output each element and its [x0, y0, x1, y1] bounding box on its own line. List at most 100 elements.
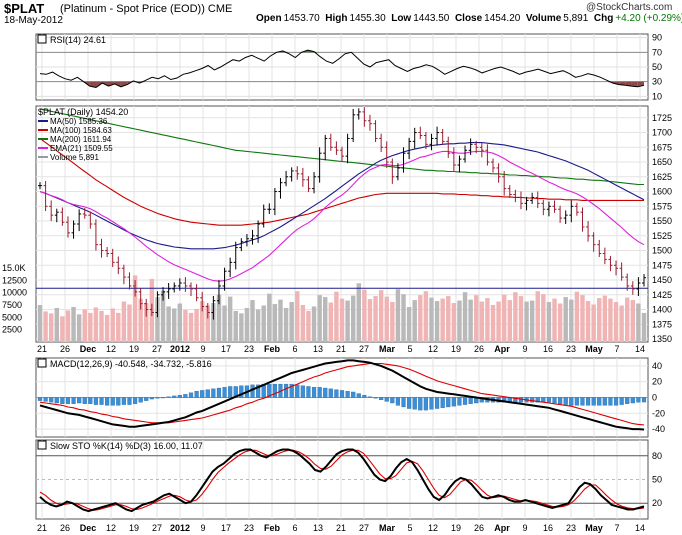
price-ytick-label: 1600 [652, 187, 672, 197]
x-tick-label: 26 [60, 523, 70, 533]
volume-label: Volume [525, 13, 562, 24]
volume-bar [636, 303, 641, 342]
volume-bar [440, 298, 445, 342]
price-ytick-label: 1400 [652, 305, 672, 315]
volume-bar [37, 305, 43, 342]
macd-histogram-bar [306, 386, 311, 398]
volume-bar [227, 296, 233, 342]
macd-histogram-bar [93, 397, 99, 405]
volume-bar [239, 313, 244, 342]
macd-histogram-bar [99, 397, 104, 405]
macd-histogram-bar [630, 397, 635, 404]
macd-histogram-bar [166, 396, 171, 398]
macd-histogram-bar [367, 396, 373, 398]
volume-bar [172, 308, 177, 342]
x-tick-label: 27 [359, 523, 369, 533]
high-value: 1455.30 [349, 13, 386, 24]
macd-histogram-bar [384, 397, 389, 402]
volume-bar [384, 296, 389, 342]
x-tick-label: 6 [292, 344, 297, 354]
price-ytick-label: 1550 [652, 216, 672, 226]
volume-bar [199, 301, 205, 342]
volume-bar [474, 295, 479, 342]
volume-bar [406, 306, 412, 342]
rsi-ytick-label: 30 [652, 77, 662, 87]
macd-histogram-bar [105, 397, 110, 406]
price-stats: Open 1453.70 High 1455.30 Low 1443.50 Close… [256, 13, 682, 24]
x-tick-label: 2012 [170, 523, 190, 533]
rsi-overbought-fill [313, 51, 321, 53]
rsi-legend-box [37, 34, 47, 44]
volume-top-label: 15.0K [2, 263, 26, 273]
volume-bar [362, 289, 367, 342]
macd-histogram-bar [311, 387, 317, 398]
volume-bar [412, 300, 417, 342]
x-tick-label: 5 [407, 523, 412, 533]
macd-histogram-bar [580, 397, 585, 406]
x-tick-label: 14 [635, 344, 645, 354]
macd-histogram-bar [54, 397, 59, 404]
macd-histogram-bar [585, 397, 591, 406]
macd-histogram-bar [155, 397, 160, 399]
macd-histogram-bar [619, 397, 624, 405]
volume-bar [479, 301, 485, 342]
volume-bar [216, 294, 222, 342]
macd-histogram-bar [121, 397, 126, 405]
macd-histogram-bar [462, 397, 468, 405]
x-tick-label: 12 [428, 523, 438, 533]
macd-histogram-bar [183, 394, 188, 398]
x-tick-label: Mar [379, 523, 396, 533]
macd-histogram-bar [110, 397, 115, 406]
sto-title: Slow STO %K(14) %D(3) 16.00, 11.07 [50, 441, 203, 451]
volume-bar [300, 305, 306, 342]
x-tick-label: Apr [494, 344, 510, 354]
x-tick-label: 21 [336, 344, 346, 354]
macd-histogram-bar [362, 394, 367, 398]
macd-histogram-bar [239, 385, 244, 398]
x-tick-label: 19 [129, 523, 139, 533]
volume-bar [311, 306, 317, 342]
macd-line [39, 359, 645, 431]
x-tick-label: 27 [359, 344, 369, 354]
macd-histogram-bar [451, 397, 456, 407]
macd-histogram-bar [574, 397, 579, 406]
ema21-line [39, 150, 645, 282]
macd-histogram-bar [423, 397, 428, 411]
volume-bar [222, 305, 227, 342]
x-tick-label: May [585, 523, 603, 533]
x-tick-label: 13 [313, 523, 323, 533]
macd-histogram-bar [222, 387, 227, 398]
macd-histogram-bar [563, 397, 568, 405]
volume-bar [183, 309, 188, 342]
chart-date: 18-May-2012 [4, 15, 63, 26]
volume-bar [490, 305, 496, 342]
price-ytick-label: 1500 [652, 246, 672, 256]
volume-bar [76, 314, 82, 342]
volume-bar [563, 297, 568, 342]
macd-legend-box [37, 358, 47, 368]
legend-entry: MA(50) 1585.36 [50, 117, 108, 126]
macd-histogram-bar [71, 397, 76, 404]
volume-bar [233, 310, 238, 342]
volume-bar [272, 304, 278, 342]
x-tick-label: 21 [37, 523, 47, 533]
x-tick-label: 21 [336, 523, 346, 533]
volume-bar [99, 310, 104, 342]
open-value: 1453.70 [283, 13, 320, 24]
volume-bar [395, 289, 401, 342]
volume-bar [552, 298, 557, 342]
volume-bar [485, 298, 490, 342]
price-ytick-label: 1350 [652, 334, 672, 344]
sto-ytick-label: 50 [652, 475, 662, 485]
rsi-ytick-label: 70 [652, 47, 662, 57]
credit-link[interactable]: @StockCharts.com [586, 2, 673, 13]
x-tick-label: 9 [522, 344, 527, 354]
rsi-ytick-label: 10 [652, 91, 662, 101]
volume-bar [317, 295, 322, 342]
macd-histogram-bar [138, 397, 143, 403]
macd-histogram-bar [395, 397, 401, 406]
low-label: Low [391, 13, 412, 24]
price-ytick-label: 1700 [652, 128, 672, 138]
volume-bar [160, 290, 166, 342]
x-tick-label: 27 [152, 523, 162, 533]
